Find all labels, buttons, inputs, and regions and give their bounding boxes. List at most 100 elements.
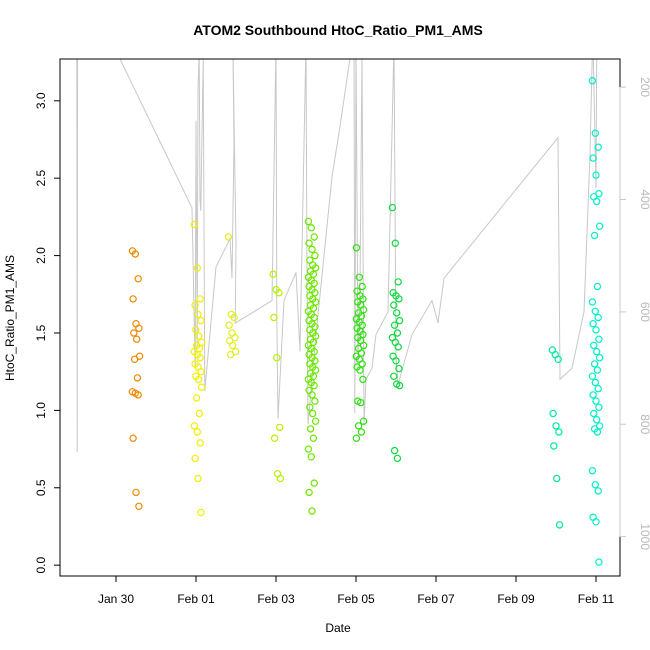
- data-point: [352, 434, 361, 442]
- data-point: [395, 364, 403, 373]
- data-point: [276, 423, 284, 432]
- x-axis: Jan 30 Feb 01 Feb 03 Feb 05 Feb 07 Feb 09 Feb …: [98, 576, 615, 606]
- data-point: [275, 289, 283, 297]
- data-point: [590, 360, 599, 368]
- data-point: [132, 488, 140, 497]
- data-point: [226, 350, 235, 359]
- data-point: [305, 239, 313, 247]
- data-point: [197, 368, 205, 376]
- data-point: [594, 313, 602, 322]
- data-point: [308, 391, 316, 399]
- data-point: [193, 428, 201, 436]
- data-point: [134, 391, 142, 399]
- data-point: [593, 282, 602, 291]
- data-point: [195, 409, 204, 418]
- secondary-y-tick-label: 1000: [638, 523, 650, 550]
- data-point: [390, 301, 398, 309]
- data-point: [131, 250, 139, 258]
- data-point: [359, 375, 367, 384]
- data-point: [192, 394, 201, 402]
- data-point: [393, 309, 401, 317]
- data-point: [196, 439, 204, 447]
- data-point: [594, 487, 602, 495]
- data-point: [393, 329, 402, 337]
- y-tick-label: 2.5: [34, 170, 48, 187]
- data-point: [594, 385, 602, 393]
- data-point: [129, 434, 137, 442]
- data-point: [550, 442, 558, 450]
- data-point: [135, 324, 143, 332]
- data-point: [228, 341, 237, 350]
- data-point: [595, 335, 603, 343]
- data-point: [592, 171, 600, 179]
- data-point: [549, 409, 557, 418]
- data-point: [276, 474, 285, 483]
- data-point: [133, 374, 142, 382]
- data-point: [306, 403, 314, 411]
- data-point: [355, 273, 363, 281]
- data-point: [130, 355, 139, 363]
- data-point: [354, 422, 363, 430]
- data-point: [310, 381, 318, 390]
- data-point: [194, 474, 202, 483]
- data-point: [395, 381, 404, 390]
- data-point: [392, 357, 400, 365]
- plot-frame: [59, 58, 621, 577]
- x-tick-label: Feb 07: [417, 592, 455, 606]
- data-point: [190, 220, 199, 229]
- data-point: [395, 295, 403, 303]
- data-point: [589, 391, 597, 399]
- data-point: [130, 329, 138, 337]
- altitude-track: [76, 59, 598, 453]
- data-point: [194, 375, 203, 384]
- data-point: [352, 244, 361, 252]
- data-point: [224, 233, 233, 241]
- data-point: [311, 251, 319, 260]
- data-point: [356, 366, 364, 374]
- data-point: [595, 354, 604, 362]
- data-point: [554, 355, 562, 363]
- data-point: [311, 397, 319, 405]
- data-point: [197, 383, 206, 391]
- data-point: [304, 217, 313, 226]
- data-point: [393, 454, 402, 463]
- data-point: [588, 372, 597, 380]
- data-point: [305, 488, 313, 497]
- data-point: [134, 275, 142, 283]
- data-point: [194, 310, 202, 319]
- data-point: [190, 422, 199, 430]
- data-point: [588, 298, 597, 306]
- x-tick-label: Feb 11: [578, 592, 615, 606]
- data-point: [390, 372, 398, 380]
- data-point: [552, 422, 560, 430]
- secondary-y-tick-label: 400: [638, 189, 650, 209]
- data-point: [593, 197, 601, 206]
- data-point: [306, 425, 315, 433]
- data-point: [309, 409, 317, 418]
- data-point: [593, 366, 602, 374]
- y-tick-label: 1.0: [34, 402, 48, 419]
- data-point: [192, 326, 200, 334]
- secondary-y-tick-label: 600: [638, 302, 650, 322]
- data-point: [588, 467, 597, 475]
- data-point: [390, 321, 399, 329]
- data-point: [591, 129, 600, 137]
- data-point: [591, 481, 600, 489]
- y-tick-label: 1.5: [34, 324, 48, 341]
- data-point: [196, 295, 204, 303]
- data-point: [388, 203, 397, 212]
- data-point: [593, 416, 601, 424]
- data-point: [308, 507, 316, 515]
- data-point: [592, 397, 600, 405]
- x-tick-label: Jan 30: [98, 592, 134, 606]
- data-point: [595, 222, 604, 230]
- data-point: [191, 301, 199, 309]
- data-point: [589, 154, 597, 162]
- data-point: [304, 445, 313, 453]
- data-point: [309, 434, 318, 442]
- data-point: [592, 326, 600, 334]
- data-point: [194, 332, 203, 340]
- data-point: [311, 417, 320, 425]
- data-point: [132, 335, 141, 343]
